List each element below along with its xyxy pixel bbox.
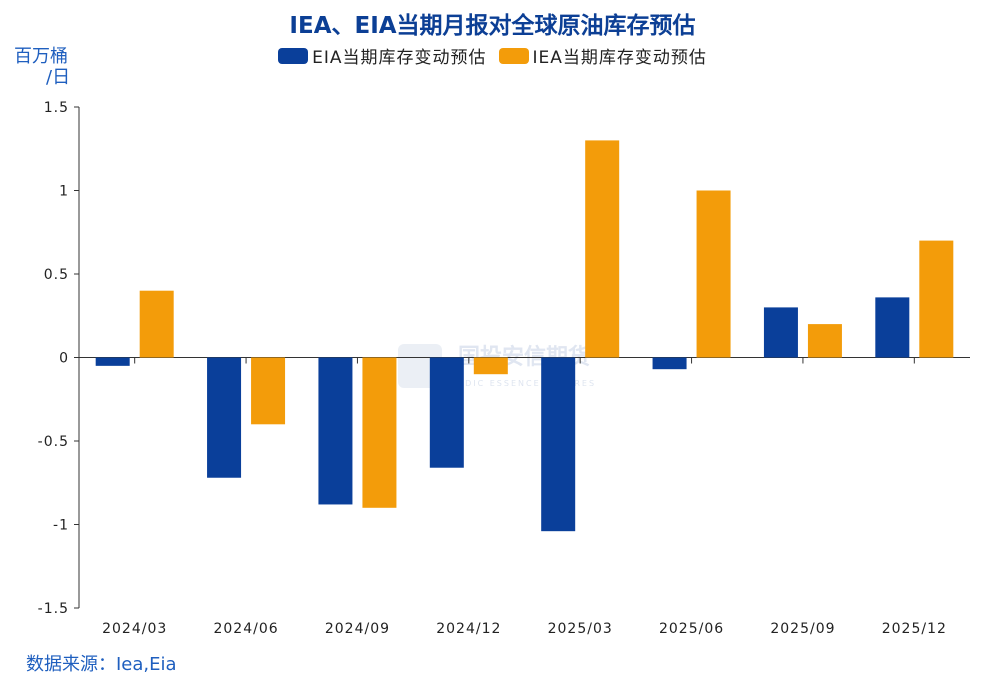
bar-iea <box>696 190 731 358</box>
bar-iea <box>807 324 842 358</box>
bar-eia <box>429 357 464 468</box>
legend-swatch-eia <box>278 47 309 64</box>
y-axis-unit-line2: /日 <box>46 67 71 88</box>
legend: EIA当期库存变动预估 IEA当期库存变动预估 <box>0 43 985 68</box>
x-tick-label: 2025/12 <box>882 621 947 637</box>
bar-iea <box>251 357 286 425</box>
y-tick-label: -1 <box>53 518 69 534</box>
x-tick-label: 2024/09 <box>325 621 390 637</box>
bar-eia <box>652 357 687 370</box>
bar-eia <box>318 357 353 505</box>
bar-iea <box>362 357 397 508</box>
bar-eia <box>875 297 910 358</box>
x-tick-label: 2024/06 <box>213 621 278 637</box>
legend-label-iea: IEA当期库存变动预估 <box>532 48 707 68</box>
bar-eia <box>207 357 242 478</box>
x-tick-label: 2024/03 <box>102 621 167 637</box>
legend-item-iea: IEA当期库存变动预估 <box>498 43 707 68</box>
bar-eia <box>95 357 130 366</box>
legend-item-eia: EIA当期库存变动预估 <box>278 43 486 68</box>
y-tick-label: 1.5 <box>44 100 69 116</box>
chart-title: IEA、EIA当期月报对全球原油库存预估 <box>289 13 696 39</box>
bar-iea <box>139 290 174 358</box>
y-tick-label: 0 <box>59 351 69 367</box>
bar-iea <box>585 140 620 358</box>
bar-eia <box>541 357 576 532</box>
y-tick-label: 0.5 <box>44 267 69 283</box>
y-axis-unit-line1: 百万桶 <box>14 46 68 67</box>
y-axis-unit: 百万桶 /日 <box>14 46 70 88</box>
watermark-subtext: SDIC ESSENCE FUTURES <box>458 379 596 388</box>
y-tick-label: -0.5 <box>38 434 69 450</box>
x-tick-label: 2024/12 <box>436 621 501 637</box>
legend-swatch-iea <box>498 47 529 64</box>
bar-iea <box>473 357 508 375</box>
bar-eia <box>763 307 798 358</box>
x-tick-label: 2025/03 <box>548 621 613 637</box>
legend-label-eia: EIA当期库存变动预估 <box>312 48 487 68</box>
x-tick-label: 2025/06 <box>659 621 724 637</box>
x-tick-label: 2025/09 <box>770 621 835 637</box>
bar-iea <box>919 240 954 358</box>
y-tick-label: -1.5 <box>38 601 69 617</box>
y-tick-label: 1 <box>59 184 69 200</box>
data-source: 数据来源：Iea,Eia <box>26 654 177 675</box>
